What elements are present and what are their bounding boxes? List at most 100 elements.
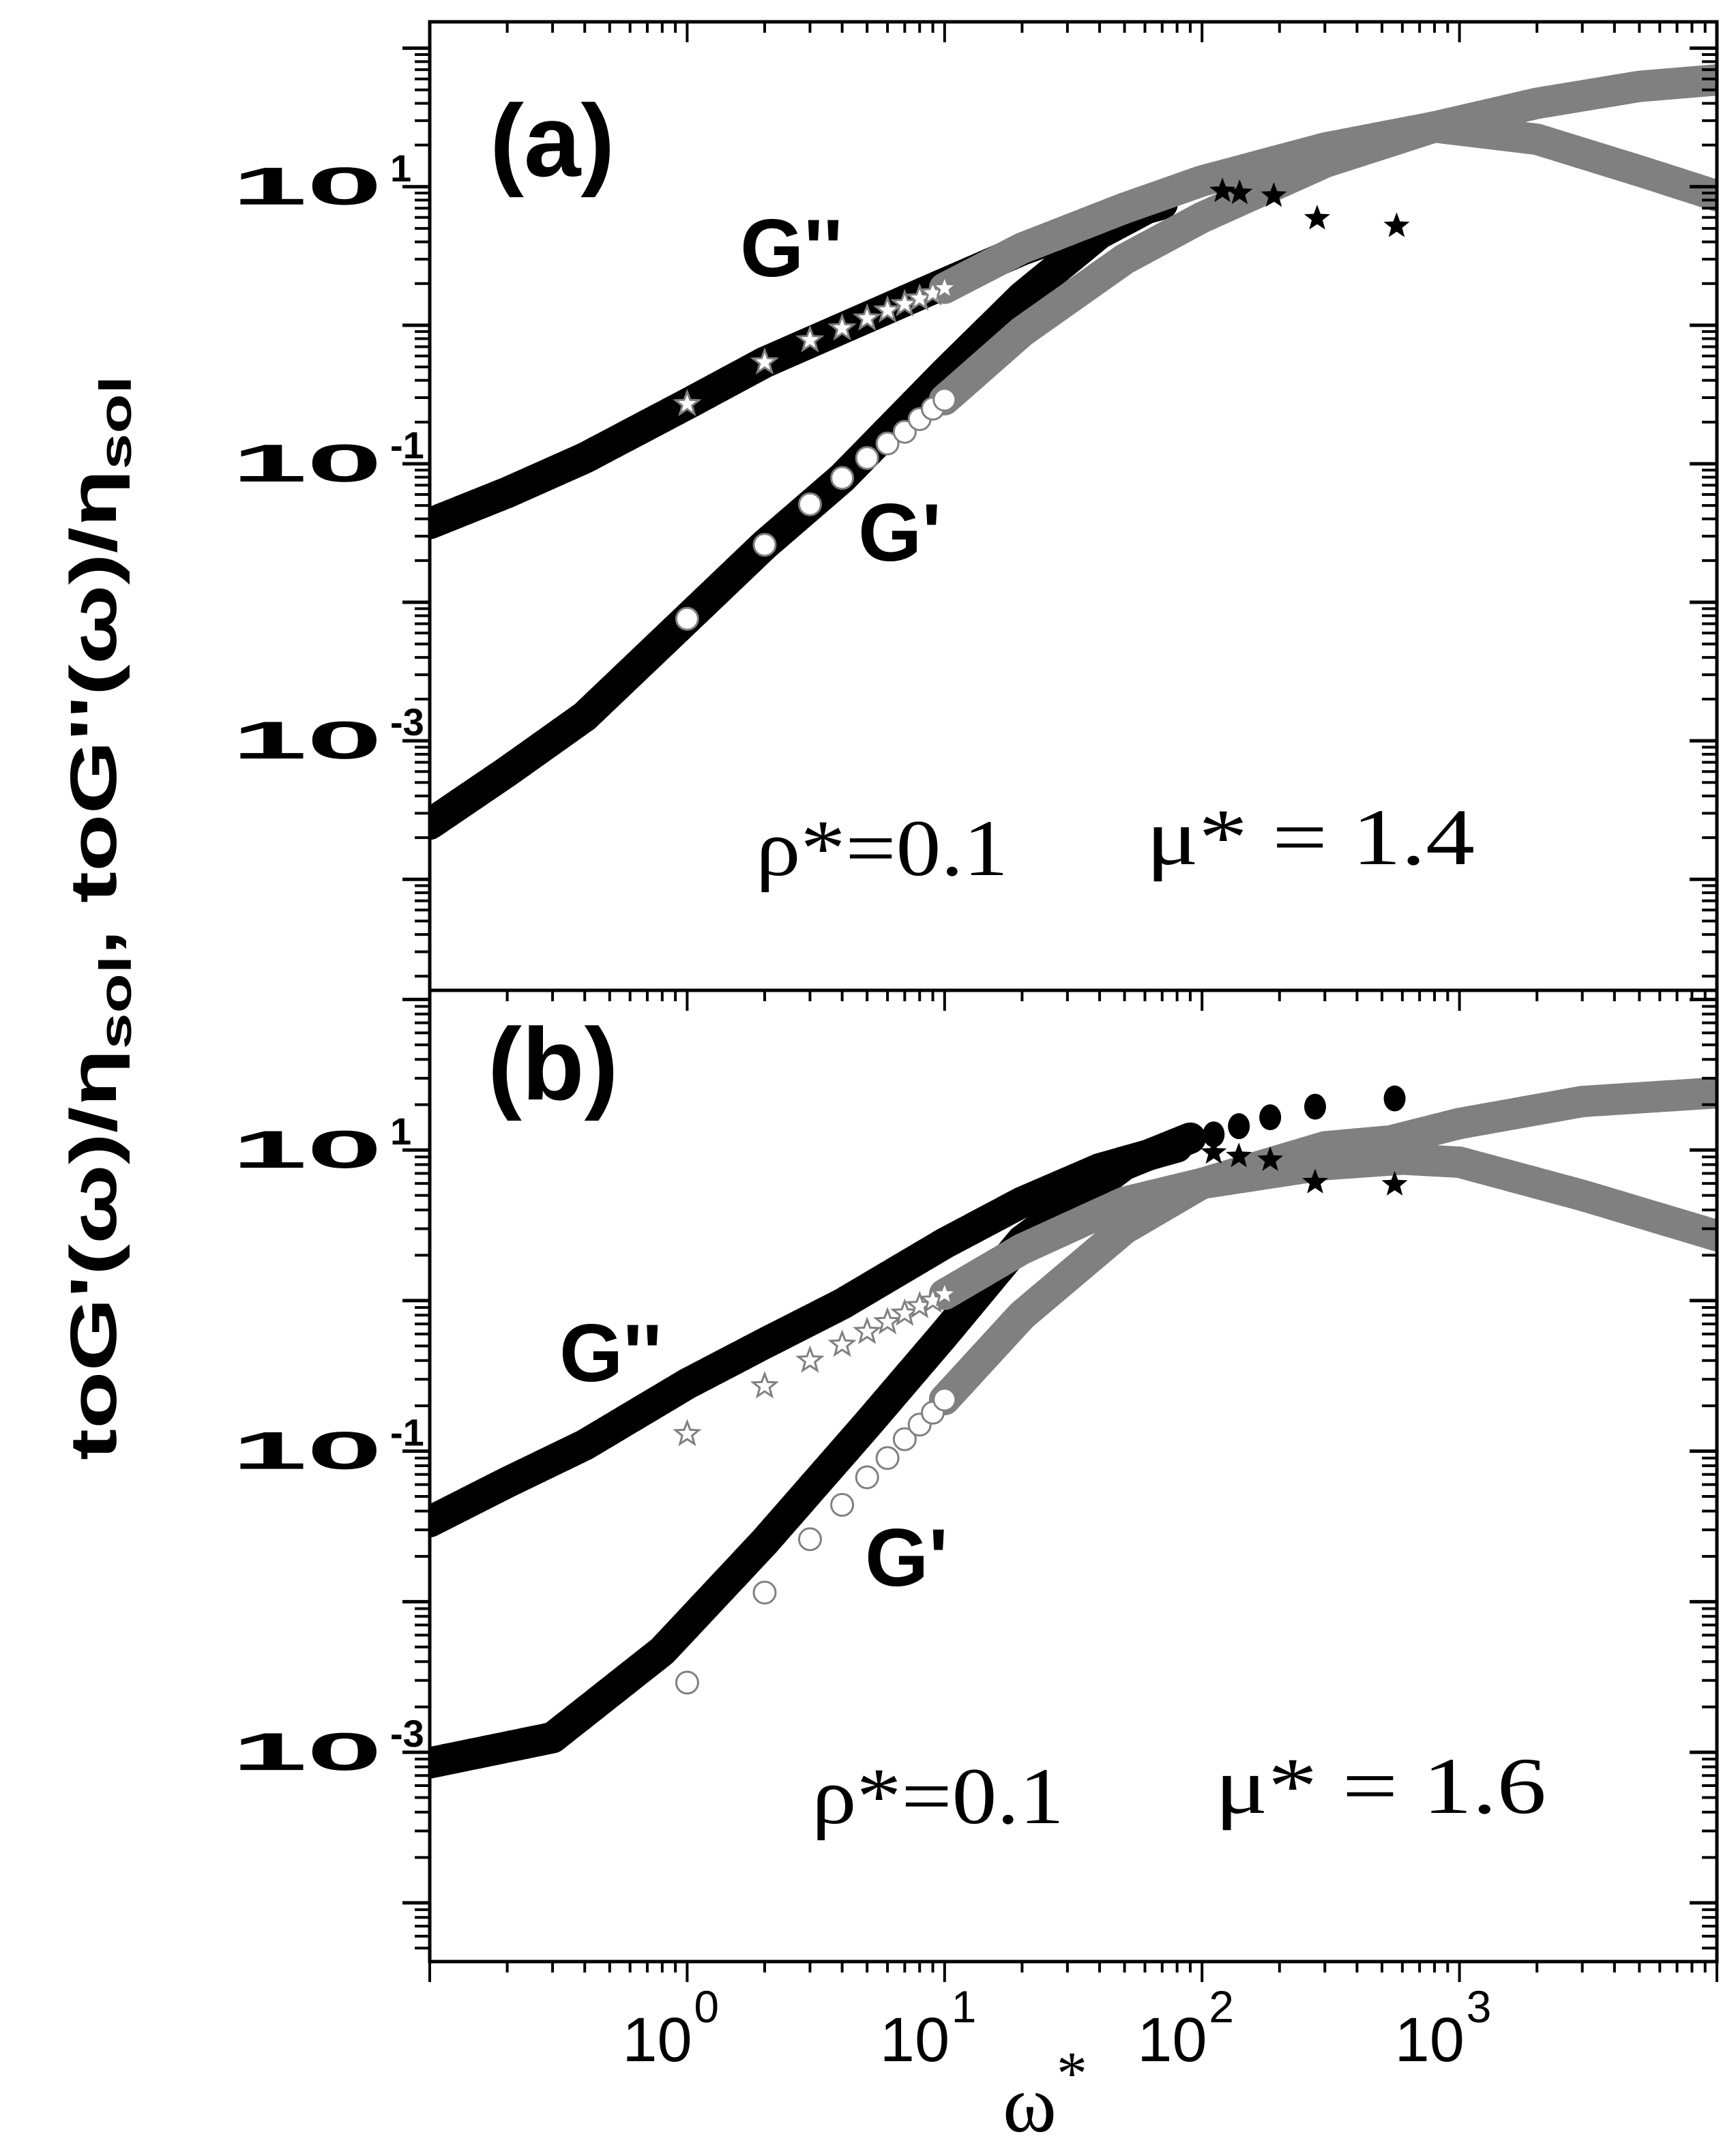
x-tick-label-exponent: 2 [1209, 1981, 1234, 2032]
data-point-filled-star [1209, 177, 1236, 203]
data-point-open-star [750, 1371, 780, 1399]
y-tick-label: 10 [232, 1421, 382, 1481]
data-point-open-circle [752, 1580, 777, 1605]
panel-a-marks [430, 64, 1717, 840]
data-point-open-star [827, 313, 857, 341]
series-g-gray-band- [928, 111, 1717, 304]
y-tick-label-exponent: -1 [390, 424, 424, 467]
series-g-gray-open-stars- [673, 273, 959, 417]
panel-a-gpp-label: G'' [740, 203, 842, 294]
data-point-filled-star [1381, 1170, 1408, 1196]
panel-b-marks [430, 1077, 1717, 1779]
y-tick-label-base: 10 [232, 156, 382, 216]
x-tick-label: 10 [622, 2005, 692, 2075]
series-g-black-stars- [1209, 177, 1410, 237]
data-point-open-circle [675, 1670, 699, 1695]
data-point-open-circle [855, 1465, 879, 1490]
panel-b-gp-label: G' [865, 1512, 948, 1603]
data-point-open-circle [932, 1387, 957, 1412]
y-axis-label-sub2: sol [90, 376, 141, 469]
x-axis-label-symbol: ω [1003, 2058, 1057, 2143]
x-tick-label: 10 [1137, 2005, 1207, 2075]
panel-a-frame [428, 20, 1719, 992]
y-tick-label-exponent: 1 [390, 147, 411, 190]
data-point-open-star [795, 325, 825, 353]
y-axis-label-sub1: sol [90, 956, 141, 1049]
data-point-filled-circle [1383, 1085, 1406, 1112]
panel-a-rho-label: ρ*=0.1 [756, 803, 1008, 893]
data-point-open-star [930, 1279, 959, 1307]
data-point-open-star [750, 346, 780, 375]
series-g-black-filled-circles- [1203, 1085, 1406, 1148]
series-g-gray-open-circles- [675, 1387, 957, 1695]
data-point-filled-star [1226, 1142, 1252, 1168]
data-point-open-circle [752, 533, 777, 557]
series-g-gray-band- [928, 1143, 1717, 1310]
data-point-open-circle [830, 466, 855, 490]
y-axis-label-part2: , toG''(ω)/η [57, 469, 130, 955]
data-point-open-circle [830, 1492, 855, 1517]
panel-b-frame [428, 988, 1719, 1964]
panel-a-mu-label: μ* = 1.4 [1146, 793, 1475, 882]
series-g-gray-open-stars- [673, 1279, 959, 1447]
panel-b-mu-label: μ* = 1.6 [1215, 1741, 1546, 1831]
data-point-filled-star [1302, 1168, 1328, 1194]
data-point-open-circle [855, 446, 879, 471]
x-axis-label-star: * [1057, 2040, 1087, 2108]
y-tick-label: 10 [232, 1119, 382, 1179]
y-tick-label: 10 [232, 433, 382, 493]
y-tick-label-base: 10 [232, 710, 382, 770]
y-tick-label-base: 10 [232, 1721, 382, 1782]
x-axis-label: ω* [1003, 2040, 1087, 2143]
data-point-open-star [673, 1419, 702, 1447]
series-g-gray-open-circles- [675, 387, 957, 631]
panel-b-rho-label: ρ*=0.1 [812, 1752, 1064, 1841]
data-point-filled-circle [1228, 1113, 1250, 1140]
y-axis-label-part1: toG'(ω)/η [57, 1049, 130, 1460]
x-tick-label: 10 [880, 2005, 950, 2075]
data-point-open-star [795, 1345, 825, 1373]
panel-a-label: (a) [490, 83, 615, 198]
x-tick-labels: 10 0 10 1 10 2 10 3 [622, 1981, 1491, 2075]
y-tick-label-base: 10 [232, 1421, 382, 1481]
x-tick-label-exponent: 3 [1467, 1981, 1492, 2032]
data-point-filled-circle [1304, 1093, 1327, 1120]
y-tick-label-exponent: 1 [390, 1110, 411, 1153]
data-point-open-star [853, 303, 882, 331]
data-point-filled-star [1226, 179, 1253, 205]
x-tick-label-exponent: 1 [952, 1981, 977, 2032]
data-point-filled-circle [1203, 1121, 1225, 1148]
data-point-filled-star [1383, 212, 1410, 237]
panel-a-gp-label: G' [858, 487, 941, 578]
data-point-open-circle [675, 606, 699, 631]
data-point-open-star [827, 1329, 857, 1357]
data-point-open-circle [875, 431, 900, 456]
panel-a-ticks [402, 22, 1718, 978]
data-point-filled-star [1304, 205, 1330, 230]
y-tick-label-exponent: -1 [390, 1411, 424, 1454]
data-point [1175, 1123, 1205, 1153]
x-tick-label: 10 [1395, 2005, 1465, 2075]
data-point-open-circle [875, 1446, 900, 1470]
panel-b-label: (b) [488, 1007, 619, 1121]
y-tick-label: 10 [232, 710, 382, 770]
series-g-black-stars- [1201, 1139, 1408, 1196]
y-tick-label-base: 10 [232, 433, 382, 493]
panel-b-gpp-label: G'' [559, 1307, 662, 1399]
data-point [1702, 1078, 1717, 1108]
data-point-open-star [930, 273, 959, 301]
data-point-filled-star [1257, 1146, 1284, 1171]
data-point-open-circle [932, 387, 957, 412]
y-tick-label: 10 [232, 1721, 382, 1782]
data-point-open-star [872, 295, 902, 323]
data-point-open-circle [797, 1527, 822, 1552]
data-point-open-circle [797, 492, 822, 516]
data-point-open-star [673, 388, 702, 417]
data-point-open-star [853, 1316, 882, 1344]
panel-b-ticks [402, 990, 1718, 1982]
